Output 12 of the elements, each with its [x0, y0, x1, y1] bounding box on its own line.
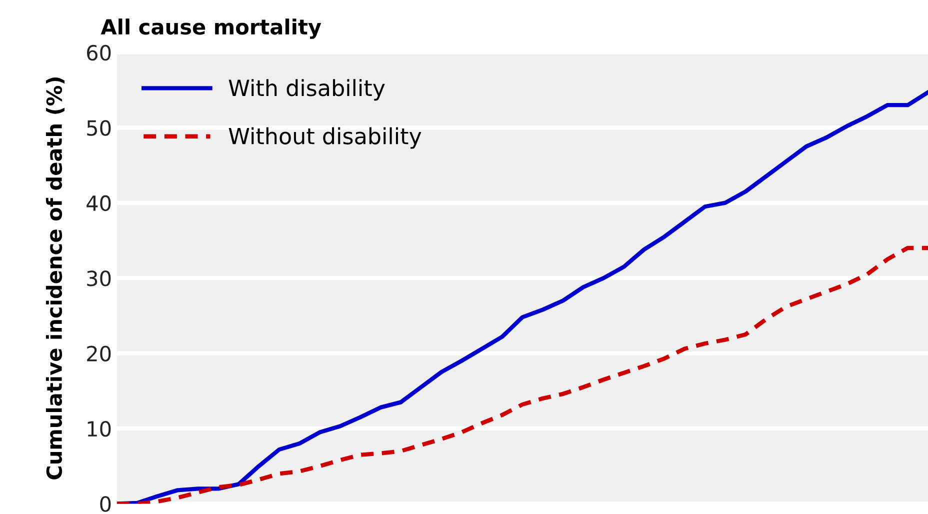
y-tick-label: 50 [87, 120, 111, 136]
y-tick-label: 20 [87, 346, 111, 362]
y-tick-label: 30 [87, 270, 111, 286]
y-tick-label: 60 [87, 44, 111, 61]
legend-label: With disability [228, 79, 385, 101]
chart-title: All cause mortality [100, 18, 322, 39]
y-tick-label: 10 [88, 420, 111, 437]
line-series [116, 246, 928, 504]
y-tick-label: 0 [100, 496, 111, 512]
y-tick-label: 40 [86, 195, 111, 212]
y-axis-title: Cumulative incidence of death (%) [46, 78, 65, 480]
legend-label: Without disability [228, 127, 422, 149]
